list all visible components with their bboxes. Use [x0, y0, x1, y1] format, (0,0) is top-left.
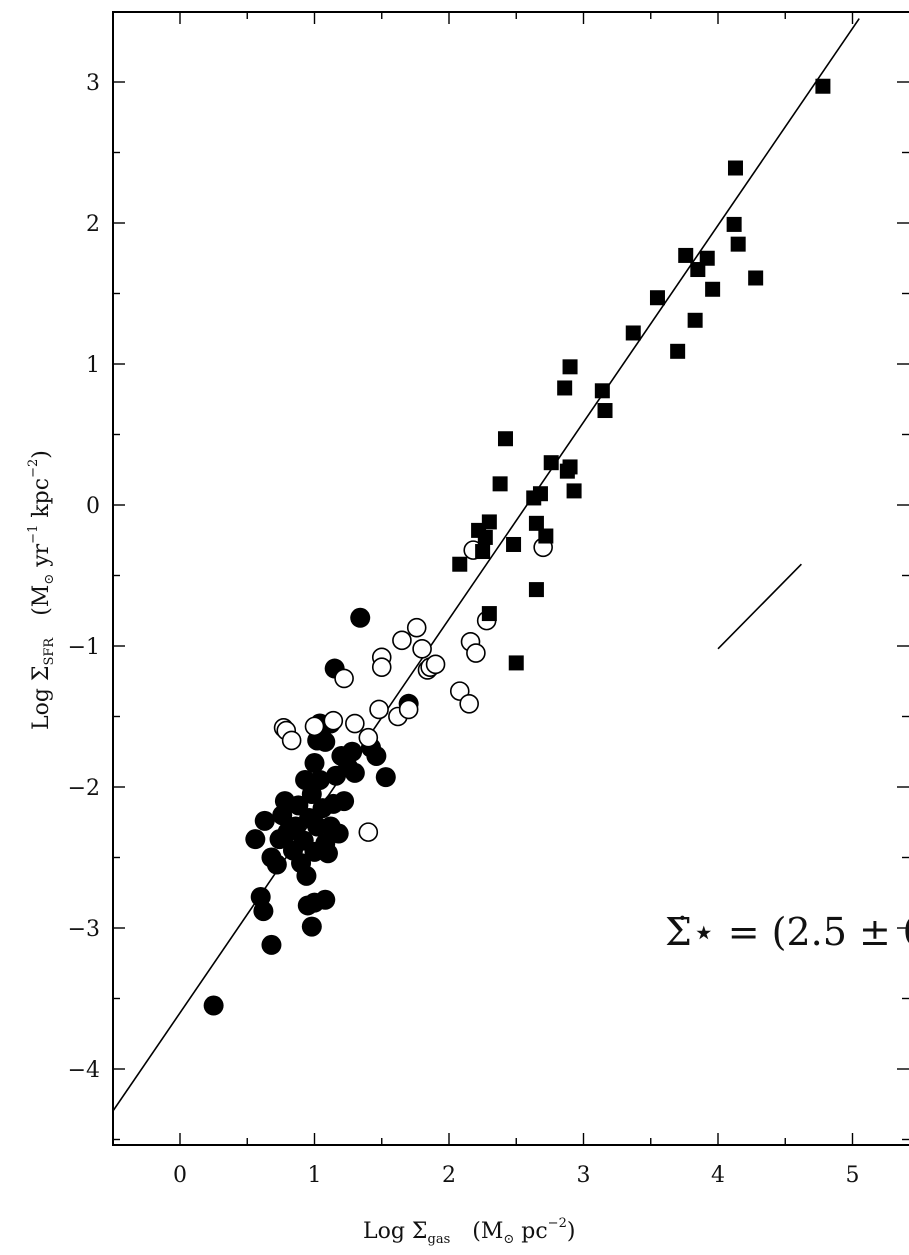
filled-circle-point [266, 854, 287, 875]
filled-square-point [543, 455, 559, 471]
y-tick-label: −2 [68, 776, 100, 801]
filled-circle-point [309, 769, 330, 790]
plot-area [113, 18, 860, 1112]
y-tick-label: 2 [86, 212, 100, 237]
x-tick-label: 4 [711, 1163, 725, 1188]
y-tick-label: −4 [68, 1058, 100, 1083]
filled-circle-point [304, 753, 325, 774]
filled-square-point [557, 380, 573, 396]
filled-circle-point [334, 791, 355, 812]
filled-square-point [815, 78, 831, 94]
filled-square-point [678, 247, 694, 263]
filled-circle-point [344, 762, 365, 783]
filled-circle-point [296, 865, 317, 886]
fit-line [113, 18, 860, 1112]
x-axis-title: Log Σgas (M⊙ pc−2) [363, 1216, 575, 1247]
filled-circle-point [328, 823, 349, 844]
filled-square-point [477, 529, 493, 545]
y-tick-label: −3 [68, 917, 100, 942]
filled-square-point [687, 312, 703, 328]
open-circle-point [425, 654, 446, 675]
x-tick-label: 3 [577, 1163, 591, 1188]
filled-square-point [625, 325, 641, 341]
filled-circle-point [315, 731, 336, 752]
axis-ticks [112, 12, 909, 1145]
filled-circle-point [304, 892, 325, 913]
y-axis-title: Log ΣSFR(M⊙ yr−1 kpc−2) [26, 450, 57, 730]
filled-circle-point [366, 745, 387, 766]
filled-square-point [481, 514, 497, 530]
filled-square-point [690, 262, 706, 278]
open-circle-point [398, 699, 419, 720]
y-tick-label: 1 [86, 353, 100, 378]
open-circle-point [358, 727, 379, 748]
x-tick-label: 1 [308, 1163, 322, 1188]
filled-square-point [670, 343, 686, 359]
filled-square-point [727, 160, 743, 176]
filled-square-point [748, 270, 764, 286]
filled-square-point [492, 476, 508, 492]
formula-annotation: Σ̇⋆ = (2.5 ± 0 [665, 910, 909, 954]
filled-square-point [497, 431, 513, 447]
open-circle-point [459, 694, 479, 714]
filled-circle-point [350, 607, 371, 628]
open-circle-point [323, 710, 344, 731]
filled-circle-point [254, 810, 275, 831]
filled-circle-point [375, 767, 396, 788]
filled-circle-point [317, 843, 338, 864]
open-circle-point [281, 730, 302, 751]
filled-square-point [508, 655, 524, 671]
open-circle-point [392, 630, 412, 651]
tick-labels: 0 1 2 3 4 5 3 2 1 0 −1 −2 −3 −4 [68, 71, 860, 1188]
filled-square-point [726, 216, 742, 232]
filled-square-point [699, 250, 715, 266]
x-tick-label: 0 [173, 1163, 187, 1188]
filled-square-point [649, 290, 665, 306]
open-circle-point [369, 699, 389, 720]
open-circle-point [466, 643, 486, 663]
filled-circle-point [261, 934, 282, 955]
filled-square-point [730, 236, 746, 252]
open-circle-point [304, 716, 325, 737]
plot-frame [112, 11, 909, 1146]
filled-square-point [532, 486, 548, 502]
filled-square-point [538, 528, 554, 544]
open-circle-point [358, 822, 379, 842]
y-tick-label: 3 [86, 71, 100, 96]
open-circle-point [406, 617, 427, 638]
open-circle-point [345, 713, 365, 734]
x-tick-label: 2 [442, 1163, 456, 1188]
filled-square-point [562, 359, 578, 375]
open-circle-point [334, 668, 354, 689]
filled-square-point [528, 515, 544, 531]
y-tick-label: −1 [68, 635, 100, 660]
filled-circle-point [245, 829, 266, 850]
y-tick-label: 0 [86, 494, 100, 519]
filled-square-point [594, 383, 610, 399]
filled-square-point [528, 582, 544, 598]
open-circle-point [371, 657, 392, 677]
filled-square-point [562, 459, 578, 475]
x-tick-label: 5 [846, 1163, 860, 1188]
filled-circle-point [342, 741, 363, 762]
filled-square-point [481, 606, 497, 622]
filled-square-point [475, 544, 491, 560]
filled-square-point [452, 556, 468, 572]
filled-square-point [597, 403, 613, 419]
slope-marker-line [717, 563, 802, 650]
filled-circle-point [250, 886, 271, 907]
open-circle-point [412, 639, 432, 659]
filled-square-point [705, 281, 721, 297]
filled-circle-point [203, 995, 224, 1016]
filled-square-point [566, 483, 582, 499]
filled-square-point [506, 536, 522, 552]
filled-circle-point [301, 916, 322, 937]
